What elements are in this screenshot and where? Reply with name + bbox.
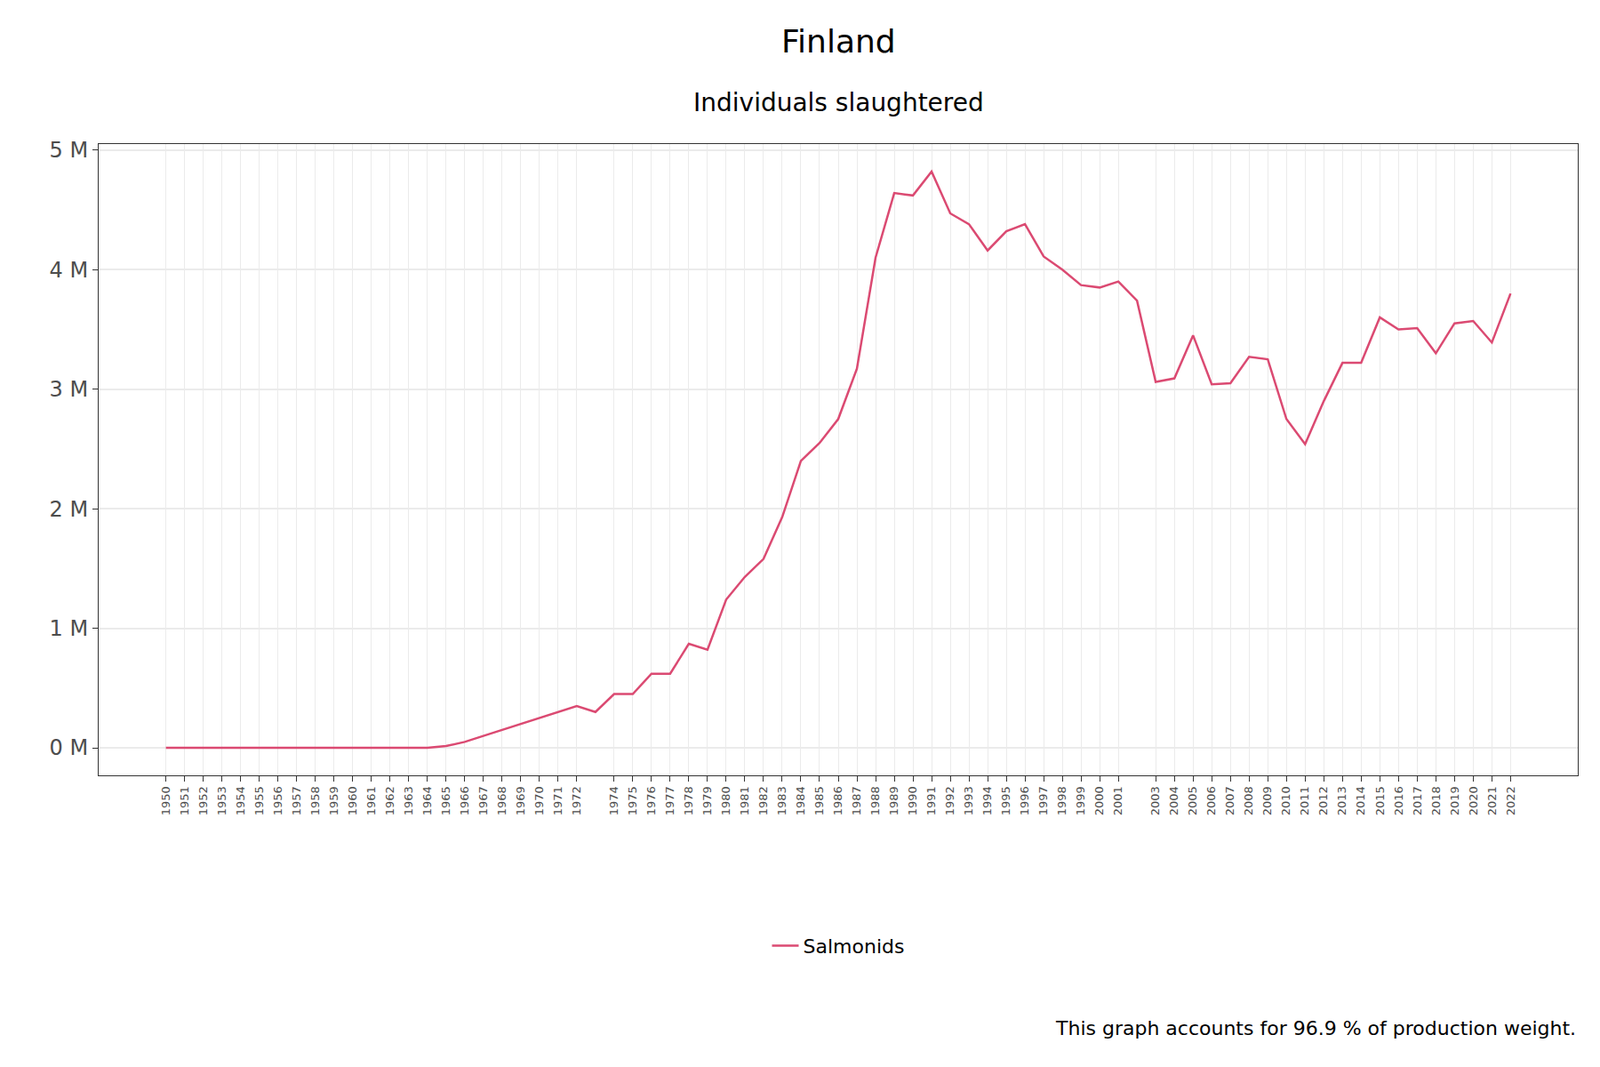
svg-text:1953: 1953 — [215, 785, 229, 816]
svg-text:1971: 1971 — [551, 785, 565, 816]
svg-text:Individuals slaughtered: Individuals slaughtered — [693, 88, 984, 118]
svg-text:1962: 1962 — [383, 785, 397, 816]
svg-text:1954: 1954 — [233, 785, 248, 816]
svg-text:2014: 2014 — [1354, 785, 1368, 816]
svg-text:1991: 1991 — [924, 785, 938, 816]
svg-text:1951: 1951 — [177, 785, 192, 816]
svg-text:1974: 1974 — [607, 785, 621, 816]
svg-text:2001: 2001 — [1111, 785, 1125, 816]
svg-text:1990: 1990 — [905, 785, 920, 816]
svg-text:1999: 1999 — [1073, 785, 1088, 816]
svg-text:1961: 1961 — [364, 785, 378, 816]
svg-text:2019: 2019 — [1448, 785, 1462, 816]
svg-text:Salmonids: Salmonids — [803, 935, 905, 958]
svg-text:1978: 1978 — [681, 785, 696, 816]
svg-text:1985: 1985 — [812, 785, 826, 816]
svg-text:1965: 1965 — [439, 785, 453, 816]
svg-text:1972: 1972 — [569, 785, 584, 816]
svg-text:1952: 1952 — [196, 785, 210, 816]
svg-text:1958: 1958 — [308, 785, 322, 816]
svg-text:2004: 2004 — [1167, 785, 1181, 816]
svg-text:1977: 1977 — [663, 785, 677, 816]
svg-text:2020: 2020 — [1466, 785, 1480, 816]
svg-text:2009: 2009 — [1260, 785, 1274, 816]
svg-text:1956: 1956 — [271, 785, 285, 816]
svg-text:1976: 1976 — [644, 785, 658, 816]
svg-text:1997: 1997 — [1036, 785, 1050, 816]
svg-text:1979: 1979 — [700, 785, 714, 816]
svg-text:1993: 1993 — [961, 785, 976, 816]
svg-text:2018: 2018 — [1429, 785, 1443, 816]
svg-text:1992: 1992 — [943, 785, 957, 816]
svg-text:1960: 1960 — [345, 785, 360, 816]
svg-text:1988: 1988 — [868, 785, 882, 816]
svg-text:1955: 1955 — [252, 785, 266, 816]
svg-text:2003: 2003 — [1148, 785, 1162, 816]
svg-text:1996: 1996 — [1017, 785, 1032, 816]
svg-text:5 M: 5 M — [49, 137, 89, 163]
svg-text:1964: 1964 — [420, 785, 434, 816]
svg-text:This graph accounts for 96.9 %: This graph accounts for 96.9 % of produc… — [1055, 1016, 1576, 1040]
svg-text:1 M: 1 M — [49, 616, 89, 641]
svg-text:1980: 1980 — [719, 785, 733, 816]
svg-text:1984: 1984 — [793, 785, 808, 816]
svg-text:1995: 1995 — [999, 785, 1013, 816]
svg-text:2010: 2010 — [1279, 785, 1293, 816]
svg-text:1966: 1966 — [457, 785, 472, 816]
svg-text:2022: 2022 — [1504, 785, 1518, 816]
svg-text:1970: 1970 — [532, 785, 546, 816]
svg-text:1963: 1963 — [401, 785, 416, 816]
svg-text:2013: 2013 — [1335, 785, 1349, 816]
svg-text:0 M: 0 M — [49, 735, 89, 760]
svg-text:1981: 1981 — [737, 785, 752, 816]
svg-text:1998: 1998 — [1055, 785, 1069, 816]
svg-text:1975: 1975 — [625, 785, 640, 816]
svg-text:2000: 2000 — [1092, 785, 1106, 816]
svg-text:2021: 2021 — [1485, 785, 1499, 816]
svg-text:2006: 2006 — [1204, 785, 1218, 816]
svg-text:3 M: 3 M — [49, 376, 89, 402]
svg-text:2007: 2007 — [1223, 785, 1237, 816]
svg-text:2017: 2017 — [1410, 785, 1424, 816]
svg-text:Finland: Finland — [781, 23, 896, 60]
svg-text:2 M: 2 M — [49, 496, 89, 522]
svg-text:2016: 2016 — [1392, 785, 1406, 816]
svg-text:1950: 1950 — [159, 785, 173, 816]
svg-text:1968: 1968 — [495, 785, 509, 816]
svg-text:4 M: 4 M — [49, 257, 89, 283]
svg-text:1987: 1987 — [849, 785, 864, 816]
svg-text:1957: 1957 — [289, 785, 304, 816]
svg-text:1959: 1959 — [327, 785, 341, 816]
svg-text:2015: 2015 — [1373, 785, 1387, 816]
svg-text:2005: 2005 — [1185, 785, 1200, 816]
svg-text:1986: 1986 — [831, 785, 845, 816]
svg-text:1969: 1969 — [513, 785, 528, 816]
svg-text:1983: 1983 — [775, 785, 789, 816]
svg-text:2012: 2012 — [1316, 785, 1330, 816]
svg-text:1994: 1994 — [980, 785, 994, 816]
svg-text:1989: 1989 — [887, 785, 901, 816]
svg-text:1982: 1982 — [756, 785, 770, 816]
svg-text:1967: 1967 — [476, 785, 490, 816]
svg-text:2008: 2008 — [1241, 785, 1256, 816]
svg-text:2011: 2011 — [1297, 785, 1312, 816]
